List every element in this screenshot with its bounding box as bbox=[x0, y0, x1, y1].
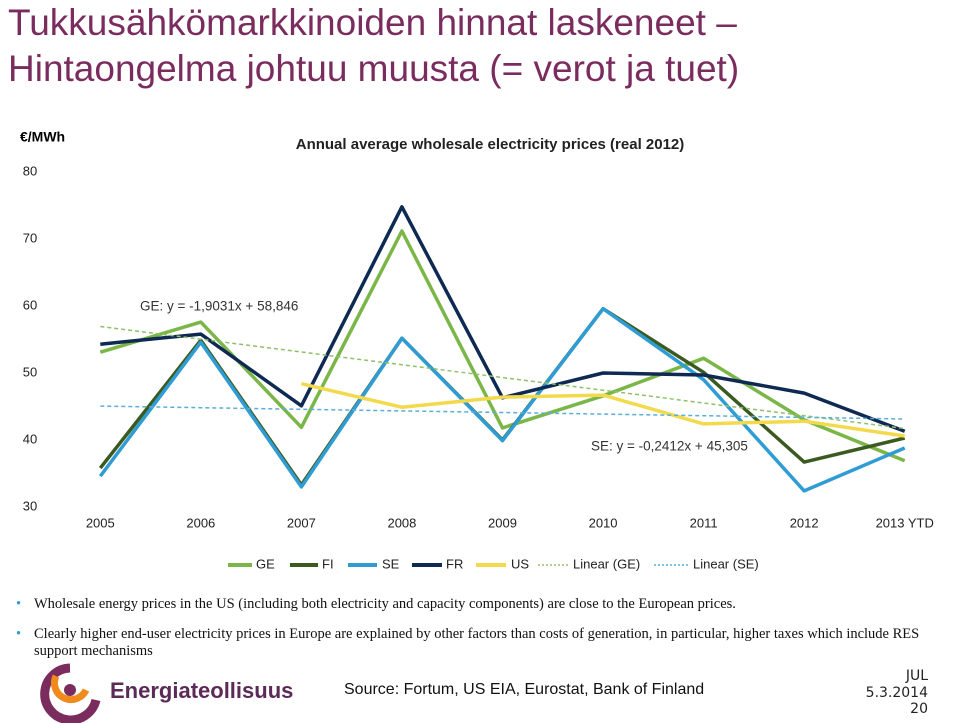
legend-label: GE bbox=[256, 556, 275, 571]
x-tick-label: 2009 bbox=[488, 515, 517, 530]
slide-title: Tukkusähkömarkkinoiden hinnat laskeneet … bbox=[8, 0, 739, 92]
series-line bbox=[99, 229, 906, 463]
logo-text: Energiateollisuus bbox=[110, 678, 293, 703]
x-tick-label: 2005 bbox=[86, 515, 115, 530]
title-line: Tukkusähkömarkkinoiden hinnat laskeneet … bbox=[8, 2, 737, 43]
legend-label: SE bbox=[382, 556, 400, 571]
series-line bbox=[100, 325, 905, 430]
x-tick-label: 2008 bbox=[387, 515, 416, 530]
legend-label: FI bbox=[322, 556, 334, 571]
legend-label: FR bbox=[446, 556, 463, 571]
y-tick-label: 60 bbox=[23, 297, 37, 312]
bullet-text: Wholesale energy prices in the US (inclu… bbox=[34, 596, 736, 612]
y-tick-label: 30 bbox=[23, 498, 37, 513]
bullet: • Clearly higher end-user electricity pri… bbox=[16, 626, 951, 660]
x-tick-label: 2013 YTD bbox=[876, 515, 934, 530]
date: 5.3.2014 bbox=[866, 685, 928, 701]
x-tick-label: 2012 bbox=[790, 515, 819, 530]
legend-label: Linear (GE) bbox=[573, 556, 640, 571]
legend-label: Linear (SE) bbox=[693, 556, 759, 571]
legend-label: US bbox=[511, 556, 529, 571]
title-line: Hintaongelma johtuu muusta (= verot ja t… bbox=[8, 48, 740, 89]
y-tick-label: 50 bbox=[23, 364, 37, 379]
logo-mark bbox=[40, 663, 101, 723]
y-tick-label: 80 bbox=[23, 163, 37, 178]
x-tick-label: 2007 bbox=[287, 515, 316, 530]
y-tick-label: 40 bbox=[23, 431, 37, 446]
series-line bbox=[301, 381, 905, 438]
bullet: • Wholesale energy prices in the US (incl… bbox=[16, 596, 951, 613]
bullet-text: Clearly higher end-user electricity pric… bbox=[34, 626, 920, 659]
page-number: 20 bbox=[910, 701, 928, 717]
x-tick-label: 2010 bbox=[589, 515, 618, 530]
x-tick-label: 2011 bbox=[690, 515, 718, 530]
y-tick-label: 70 bbox=[23, 230, 37, 245]
y-axis-label: €/MWh bbox=[20, 129, 65, 145]
series-line bbox=[100, 405, 905, 420]
series-line bbox=[98, 306, 906, 493]
chart-title: Annual average wholesale electricity pri… bbox=[296, 136, 685, 153]
annotation: SE: y = -0,2412x + 45,305 bbox=[591, 439, 748, 454]
source: Source: Fortum, US EIA, Eurostat, Bank o… bbox=[344, 681, 704, 698]
tag: JUL bbox=[905, 668, 928, 684]
annotation: GE: y = -1,9031x + 58,846 bbox=[140, 299, 298, 314]
x-tick-label: 2006 bbox=[186, 515, 215, 530]
